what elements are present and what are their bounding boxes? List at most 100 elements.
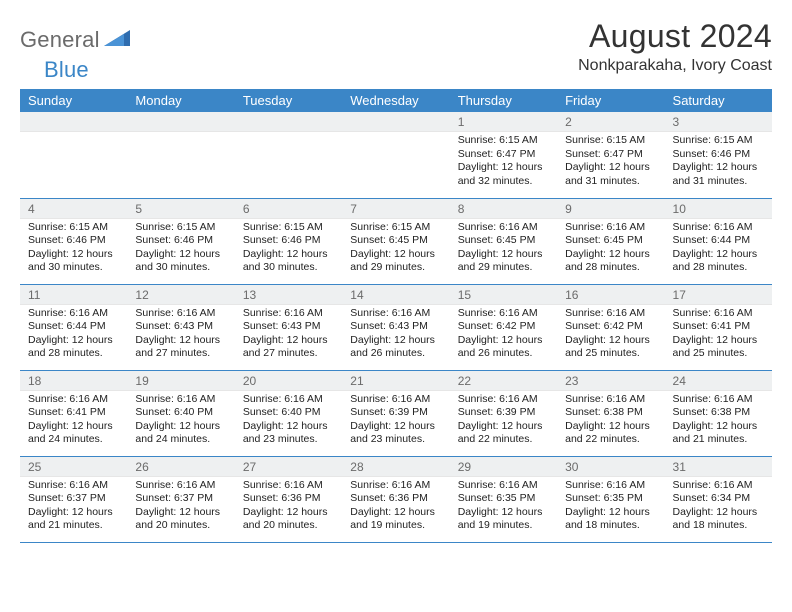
calendar-cell: 15Sunrise: 6:16 AMSunset: 6:42 PMDayligh… [450, 284, 557, 370]
calendar-cell: 12Sunrise: 6:16 AMSunset: 6:43 PMDayligh… [127, 284, 234, 370]
day-number: 18 [20, 371, 127, 391]
calendar-cell: 4Sunrise: 6:15 AMSunset: 6:46 PMDaylight… [20, 198, 127, 284]
daylight-line-2: and 19 minutes. [458, 519, 551, 533]
calendar-cell [20, 112, 127, 198]
day-number: 23 [557, 371, 664, 391]
daylight-line-1: Daylight: 12 hours [565, 334, 658, 348]
calendar-cell: 17Sunrise: 6:16 AMSunset: 6:41 PMDayligh… [665, 284, 772, 370]
calendar-cell [127, 112, 234, 198]
logo: General [20, 26, 134, 53]
page-title: August 2024 [578, 18, 772, 55]
calendar-header-row: Sunday Monday Tuesday Wednesday Thursday… [20, 89, 772, 112]
daylight-line-1: Daylight: 12 hours [673, 334, 766, 348]
day-number: 15 [450, 285, 557, 305]
day-number-empty [235, 112, 342, 132]
day-body: Sunrise: 6:16 AMSunset: 6:38 PMDaylight:… [665, 391, 772, 452]
sunset-line: Sunset: 6:43 PM [135, 320, 228, 334]
day-number: 10 [665, 199, 772, 219]
daylight-line-1: Daylight: 12 hours [28, 334, 121, 348]
calendar-cell: 28Sunrise: 6:16 AMSunset: 6:36 PMDayligh… [342, 456, 449, 542]
sunset-line: Sunset: 6:36 PM [350, 492, 443, 506]
calendar-cell: 16Sunrise: 6:16 AMSunset: 6:42 PMDayligh… [557, 284, 664, 370]
sunset-line: Sunset: 6:40 PM [135, 406, 228, 420]
sunrise-line: Sunrise: 6:16 AM [458, 393, 551, 407]
daylight-line-1: Daylight: 12 hours [135, 420, 228, 434]
day-number: 14 [342, 285, 449, 305]
daylight-line-2: and 26 minutes. [458, 347, 551, 361]
daylight-line-1: Daylight: 12 hours [673, 248, 766, 262]
day-number: 31 [665, 457, 772, 477]
sunrise-line: Sunrise: 6:16 AM [243, 307, 336, 321]
sunrise-line: Sunrise: 6:15 AM [673, 134, 766, 148]
daylight-line-1: Daylight: 12 hours [135, 334, 228, 348]
calendar-cell: 25Sunrise: 6:16 AMSunset: 6:37 PMDayligh… [20, 456, 127, 542]
day-number: 22 [450, 371, 557, 391]
sunrise-line: Sunrise: 6:16 AM [458, 479, 551, 493]
day-number: 6 [235, 199, 342, 219]
day-number: 2 [557, 112, 664, 132]
daylight-line-2: and 30 minutes. [28, 261, 121, 275]
day-number: 12 [127, 285, 234, 305]
day-number-empty [127, 112, 234, 132]
sunset-line: Sunset: 6:35 PM [458, 492, 551, 506]
sunrise-line: Sunrise: 6:16 AM [673, 221, 766, 235]
day-body: Sunrise: 6:16 AMSunset: 6:42 PMDaylight:… [557, 305, 664, 366]
daylight-line-1: Daylight: 12 hours [458, 248, 551, 262]
daylight-line-2: and 32 minutes. [458, 175, 551, 189]
sunset-line: Sunset: 6:44 PM [28, 320, 121, 334]
day-body: Sunrise: 6:16 AMSunset: 6:35 PMDaylight:… [557, 477, 664, 538]
sunset-line: Sunset: 6:47 PM [458, 148, 551, 162]
sunrise-line: Sunrise: 6:16 AM [673, 307, 766, 321]
day-body: Sunrise: 6:15 AMSunset: 6:47 PMDaylight:… [450, 132, 557, 193]
sunset-line: Sunset: 6:41 PM [28, 406, 121, 420]
daylight-line-1: Daylight: 12 hours [350, 506, 443, 520]
daylight-line-2: and 21 minutes. [28, 519, 121, 533]
calendar-row: 11Sunrise: 6:16 AMSunset: 6:44 PMDayligh… [20, 284, 772, 370]
sunset-line: Sunset: 6:47 PM [565, 148, 658, 162]
daylight-line-2: and 23 minutes. [243, 433, 336, 447]
calendar-cell: 6Sunrise: 6:15 AMSunset: 6:46 PMDaylight… [235, 198, 342, 284]
day-body: Sunrise: 6:16 AMSunset: 6:42 PMDaylight:… [450, 305, 557, 366]
sunset-line: Sunset: 6:35 PM [565, 492, 658, 506]
daylight-line-1: Daylight: 12 hours [28, 248, 121, 262]
col-monday: Monday [127, 89, 234, 112]
daylight-line-1: Daylight: 12 hours [135, 248, 228, 262]
daylight-line-2: and 27 minutes. [135, 347, 228, 361]
sunrise-line: Sunrise: 6:16 AM [565, 479, 658, 493]
sunset-line: Sunset: 6:38 PM [565, 406, 658, 420]
col-tuesday: Tuesday [235, 89, 342, 112]
daylight-line-2: and 31 minutes. [673, 175, 766, 189]
sunset-line: Sunset: 6:41 PM [673, 320, 766, 334]
sunrise-line: Sunrise: 6:16 AM [565, 393, 658, 407]
sunrise-line: Sunrise: 6:15 AM [135, 221, 228, 235]
day-number: 4 [20, 199, 127, 219]
daylight-line-2: and 22 minutes. [458, 433, 551, 447]
sunrise-line: Sunrise: 6:16 AM [350, 479, 443, 493]
sunrise-line: Sunrise: 6:16 AM [28, 393, 121, 407]
daylight-line-1: Daylight: 12 hours [243, 506, 336, 520]
sunrise-line: Sunrise: 6:16 AM [565, 221, 658, 235]
calendar-cell: 20Sunrise: 6:16 AMSunset: 6:40 PMDayligh… [235, 370, 342, 456]
sunset-line: Sunset: 6:38 PM [673, 406, 766, 420]
daylight-line-2: and 30 minutes. [135, 261, 228, 275]
sunset-line: Sunset: 6:37 PM [28, 492, 121, 506]
sunrise-line: Sunrise: 6:16 AM [350, 393, 443, 407]
daylight-line-1: Daylight: 12 hours [350, 420, 443, 434]
calendar-cell: 29Sunrise: 6:16 AMSunset: 6:35 PMDayligh… [450, 456, 557, 542]
sunset-line: Sunset: 6:40 PM [243, 406, 336, 420]
calendar-cell [342, 112, 449, 198]
logo-text-1: General [20, 27, 100, 52]
daylight-line-1: Daylight: 12 hours [350, 248, 443, 262]
calendar-cell: 9Sunrise: 6:16 AMSunset: 6:45 PMDaylight… [557, 198, 664, 284]
daylight-line-1: Daylight: 12 hours [458, 161, 551, 175]
sunset-line: Sunset: 6:46 PM [135, 234, 228, 248]
day-body: Sunrise: 6:15 AMSunset: 6:46 PMDaylight:… [235, 219, 342, 280]
day-body: Sunrise: 6:16 AMSunset: 6:37 PMDaylight:… [127, 477, 234, 538]
daylight-line-1: Daylight: 12 hours [565, 506, 658, 520]
sunrise-line: Sunrise: 6:16 AM [243, 479, 336, 493]
calendar-cell: 3Sunrise: 6:15 AMSunset: 6:46 PMDaylight… [665, 112, 772, 198]
col-friday: Friday [557, 89, 664, 112]
sunrise-line: Sunrise: 6:16 AM [673, 479, 766, 493]
sunset-line: Sunset: 6:46 PM [28, 234, 121, 248]
day-number: 11 [20, 285, 127, 305]
